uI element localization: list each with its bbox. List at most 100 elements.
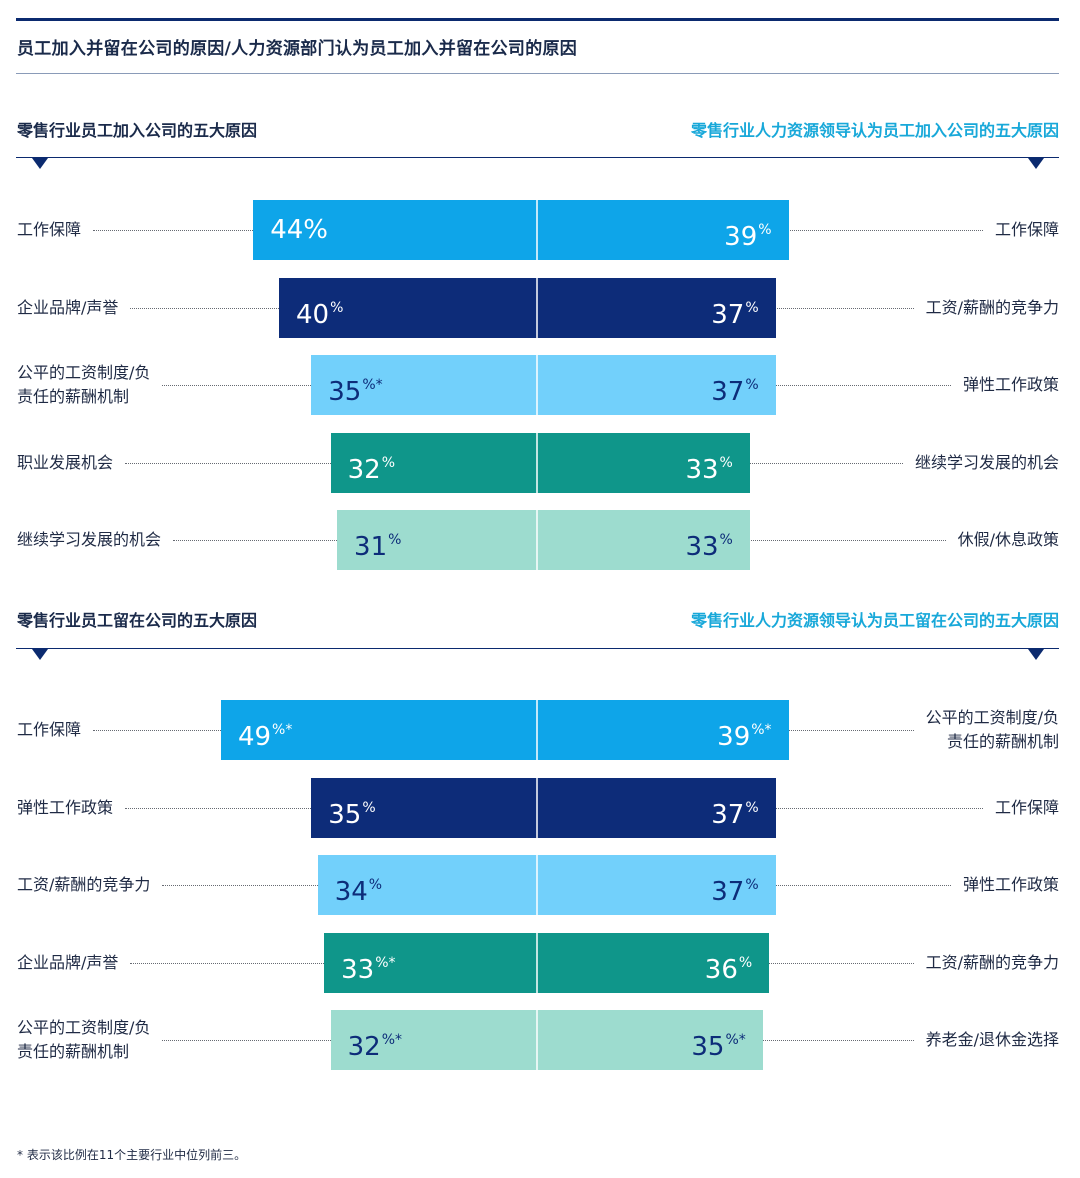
data-label-left: 40% xyxy=(296,278,343,338)
row-label-left: 公平的工资制度/负 责任的薪酬机制 xyxy=(17,1018,151,1061)
data-label-left-unit: %* xyxy=(375,955,396,971)
top-rule xyxy=(16,18,1059,21)
data-label-right: 39%* xyxy=(717,700,771,760)
row-label-right: 弹性工作政策 xyxy=(962,375,1059,394)
data-label-right-number: 37 xyxy=(711,377,745,407)
data-label-right-number: 33 xyxy=(685,532,719,562)
data-label-right: 37% xyxy=(711,278,758,338)
data-label-left-number: 35 xyxy=(328,800,362,830)
data-label-left: 32%* xyxy=(348,1010,402,1070)
data-label-right-number: 35 xyxy=(691,1032,725,1062)
data-label-left-unit: %* xyxy=(272,722,293,738)
center-divider xyxy=(536,200,538,260)
data-label-right: 39% xyxy=(724,200,771,260)
data-label-left-number: 32 xyxy=(347,1032,381,1062)
section-rule xyxy=(16,157,1059,158)
page-title: 员工加入并留在公司的原因/人力资源部门认为员工加入并留在公司的原因 xyxy=(17,39,578,59)
row-label-left: 继续学习发展的机会 xyxy=(17,530,162,549)
data-label-right-unit: % xyxy=(745,377,759,393)
data-label-left-unit: % xyxy=(330,300,344,316)
bar-left xyxy=(337,510,537,570)
data-label-left-number: 49 xyxy=(237,722,272,752)
row-label-right: 公平的工资制度/负 责任的薪酬机制 xyxy=(925,708,1059,751)
data-label-right: 37% xyxy=(711,355,758,415)
data-label-left-unit: %* xyxy=(381,1032,402,1048)
data-label-left-unit: % xyxy=(388,532,402,548)
data-label-left-number: 44 xyxy=(270,215,304,245)
data-label-left: 49%* xyxy=(238,700,292,760)
leader-dots-left xyxy=(130,308,289,309)
footnote: * 表示该比例在11个主要行业中位列前三。 xyxy=(17,1148,247,1162)
row-label-left: 工作保障 xyxy=(17,720,82,739)
bar-left xyxy=(279,278,537,338)
leader-dots-left xyxy=(93,230,264,231)
row-label-left: 弹性工作政策 xyxy=(17,798,114,817)
data-label-right: 37% xyxy=(711,855,758,915)
data-label-left-number: 32 xyxy=(347,455,381,485)
bar-left xyxy=(324,933,537,993)
data-label-left: 31% xyxy=(354,510,401,570)
row-label-left: 工作保障 xyxy=(17,220,82,239)
data-label-right-number: 37 xyxy=(711,800,745,830)
leader-dots-right xyxy=(739,463,903,464)
data-label-right-unit: %* xyxy=(725,1032,746,1048)
leader-dots-left xyxy=(162,385,322,386)
leader-dots-right xyxy=(778,730,914,731)
data-label-left-unit: %* xyxy=(362,377,383,393)
center-divider xyxy=(536,510,538,570)
data-label-right-unit: % xyxy=(738,955,753,971)
bar-right xyxy=(537,855,776,915)
leader-dots-right xyxy=(765,808,983,809)
leader-dots-right xyxy=(765,885,951,886)
leader-dots-left xyxy=(125,808,322,809)
triangle-down-icon xyxy=(32,158,48,169)
center-divider xyxy=(536,355,538,415)
row-label-right: 弹性工作政策 xyxy=(962,875,1059,894)
row-label-left: 职业发展机会 xyxy=(17,453,114,472)
center-divider xyxy=(536,778,538,838)
data-label-right-number: 36 xyxy=(704,955,738,985)
data-label-right: 37% xyxy=(711,778,758,838)
leader-dots-right xyxy=(765,385,951,386)
bar-right xyxy=(537,433,750,493)
bar-right xyxy=(537,700,789,760)
data-label-right-number: 39 xyxy=(717,722,751,752)
section-title-right: 零售行业人力资源领导认为员工留在公司的五大原因 xyxy=(690,611,1059,630)
row-label-left: 公平的工资制度/负 责任的薪酬机制 xyxy=(17,363,151,406)
bar-right xyxy=(537,510,750,570)
center-divider xyxy=(536,1010,538,1070)
title-rule xyxy=(16,73,1059,74)
data-label-right-unit: % xyxy=(745,800,759,816)
leader-dots-left xyxy=(162,1040,341,1041)
data-label-right-unit: % xyxy=(758,222,772,238)
data-label-left: 35%* xyxy=(328,355,382,415)
data-label-left-unit: % xyxy=(368,877,383,893)
bar-right xyxy=(537,355,776,415)
data-label-right-number: 39 xyxy=(724,222,758,252)
data-label-left-unit: % xyxy=(303,215,328,245)
bar-left xyxy=(330,1010,537,1070)
section-title-left: 零售行业员工留在公司的五大原因 xyxy=(17,611,258,630)
leader-dots-right xyxy=(759,963,914,964)
leader-dots-left xyxy=(93,730,231,731)
data-label-right-number: 33 xyxy=(685,455,719,485)
center-divider xyxy=(536,700,538,760)
data-label-left-number: 31 xyxy=(354,532,388,562)
leader-dots-left xyxy=(125,463,341,464)
row-label-right: 工作保障 xyxy=(994,798,1059,817)
data-label-left-number: 33 xyxy=(341,955,375,985)
data-label-right-unit: % xyxy=(745,877,759,893)
leader-dots-left xyxy=(130,963,335,964)
leader-dots-right xyxy=(765,308,914,309)
data-label-right-number: 37 xyxy=(711,877,745,907)
bar-left xyxy=(311,355,537,415)
center-divider xyxy=(536,278,538,338)
data-label-left-number: 34 xyxy=(334,877,368,907)
center-divider xyxy=(536,855,538,915)
data-label-left: 44% xyxy=(270,200,328,260)
triangle-down-icon xyxy=(1028,649,1044,660)
bar-left xyxy=(330,433,537,493)
data-label-right: 33% xyxy=(685,433,732,493)
data-label-left: 35% xyxy=(328,778,375,838)
leader-dots-right xyxy=(778,230,983,231)
